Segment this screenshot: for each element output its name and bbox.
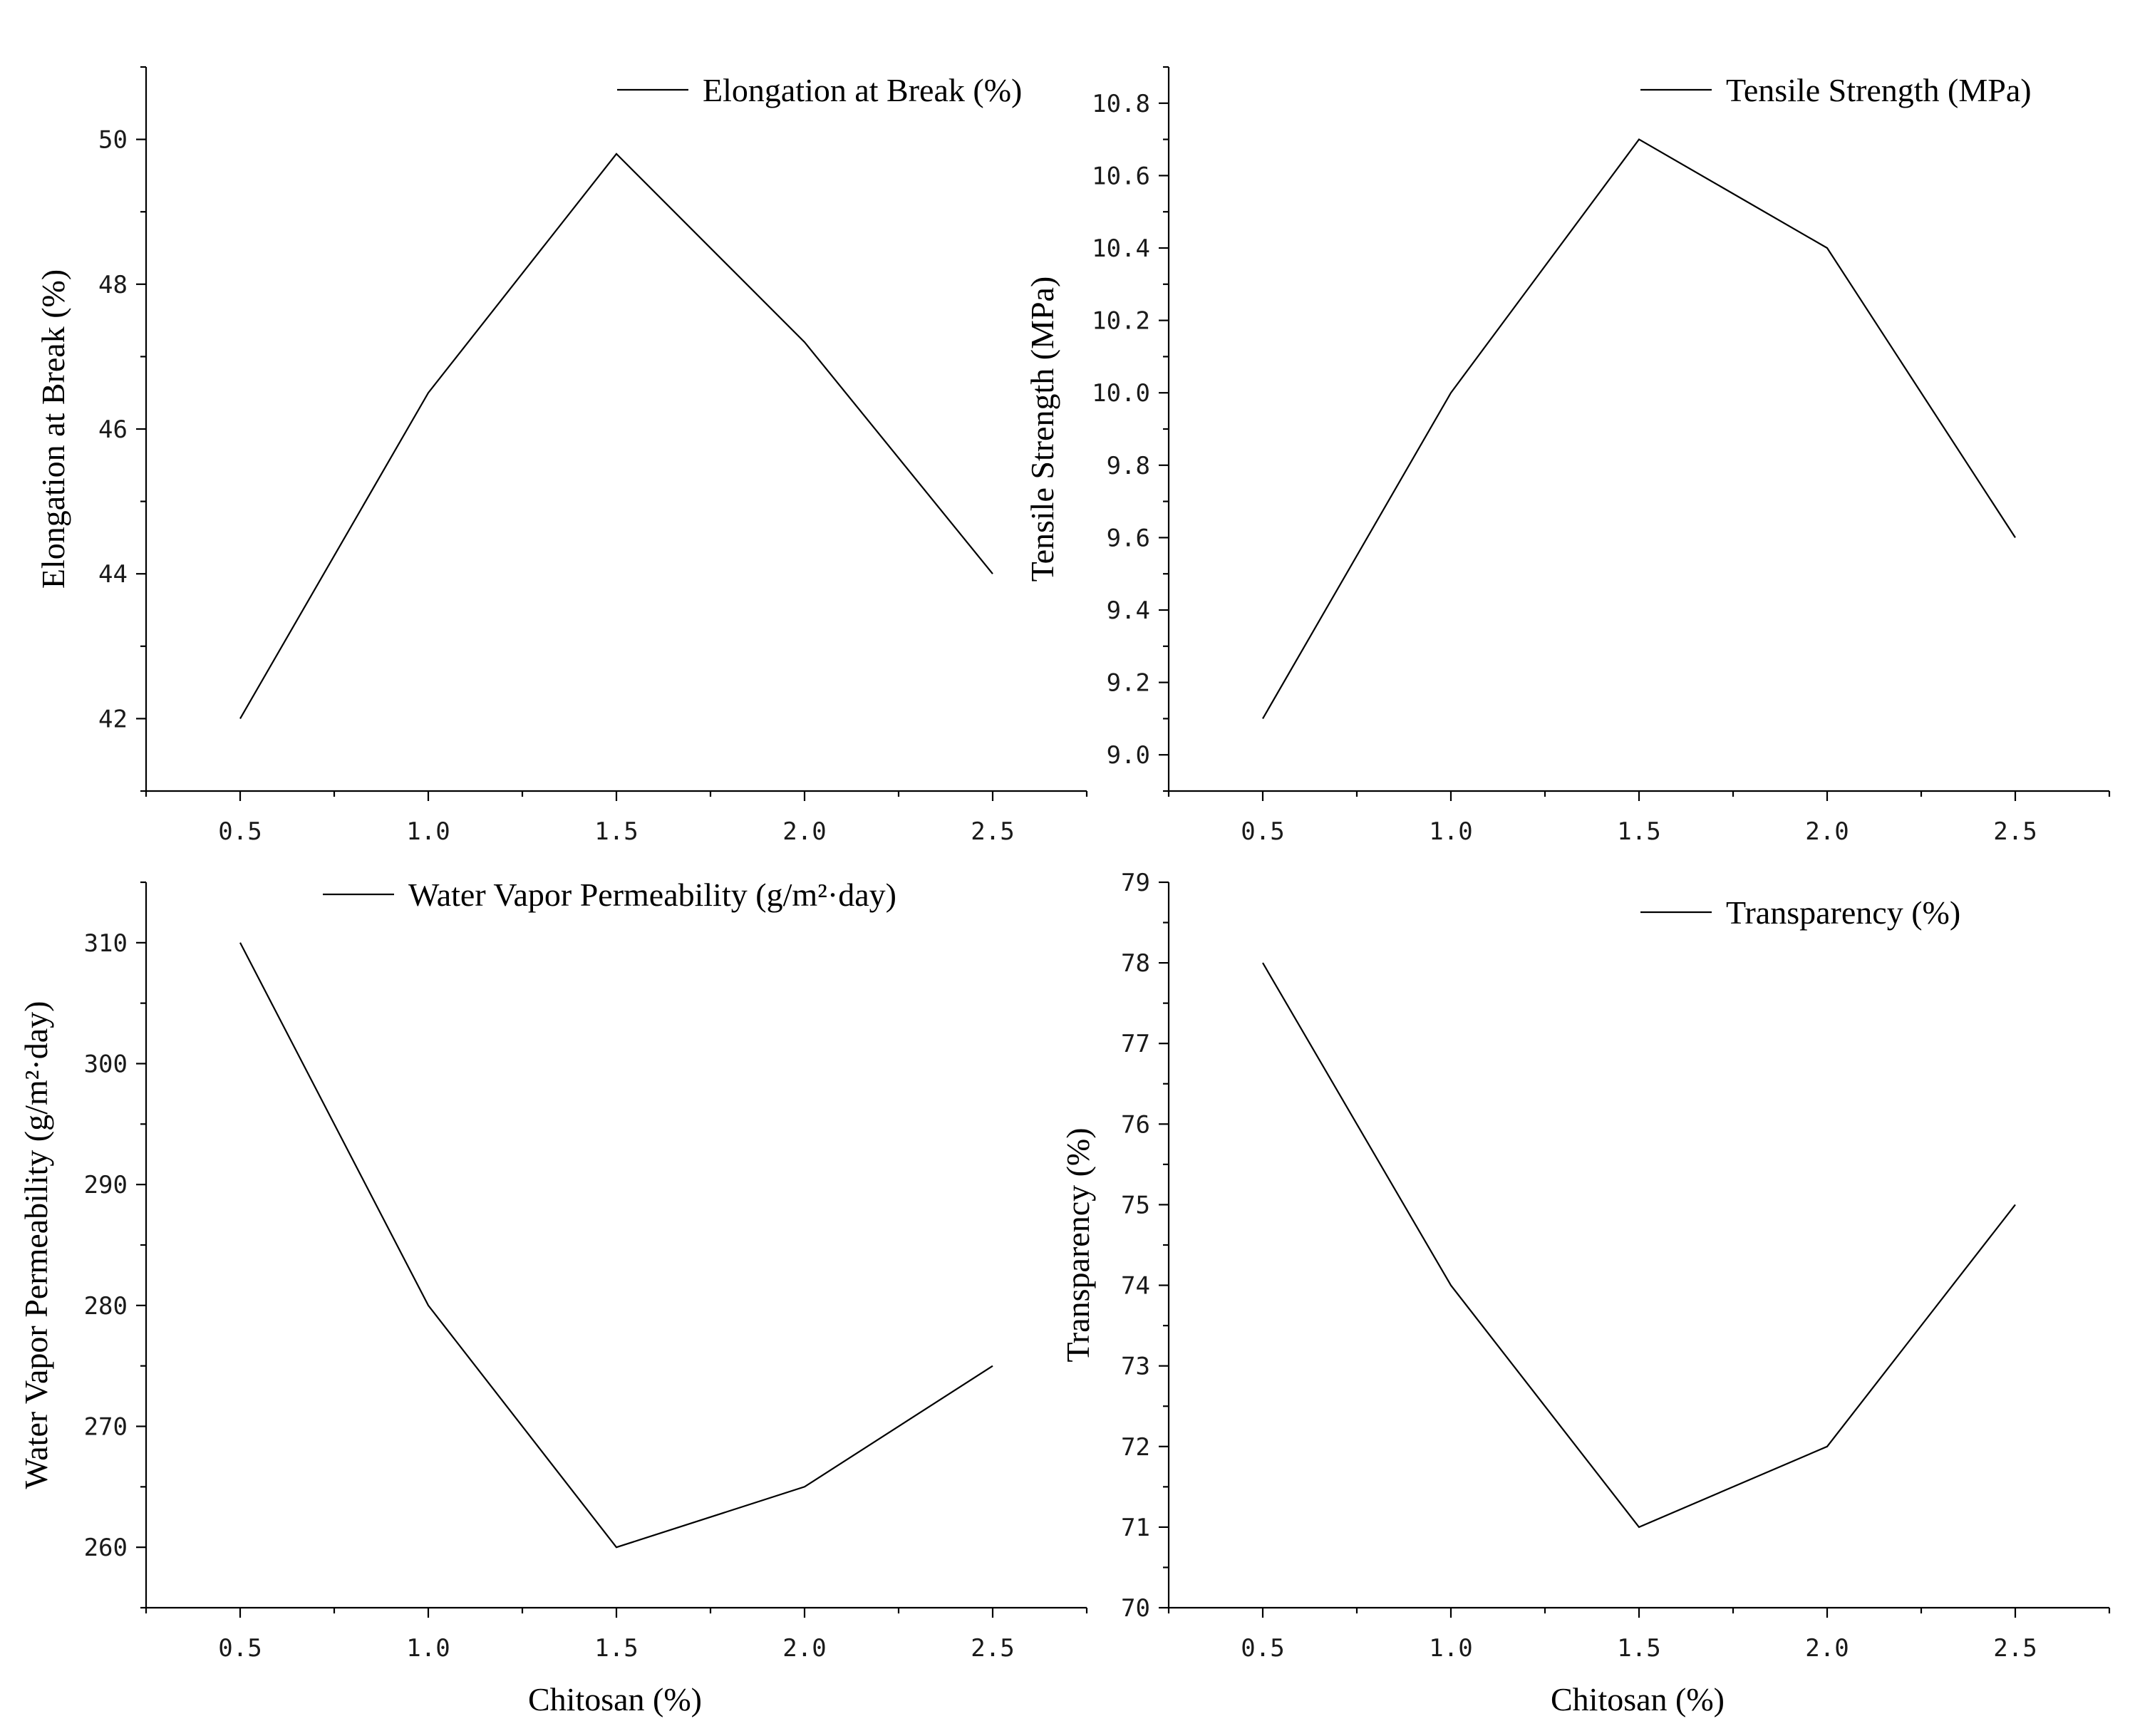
legend: Tensile Strength (MPa) bbox=[1640, 72, 2032, 108]
x-tick-label: 2.0 bbox=[782, 817, 826, 846]
x-tick-label: 2.5 bbox=[1993, 817, 2037, 846]
series-line bbox=[1262, 138, 2016, 719]
y-tick-label: 310 bbox=[84, 929, 128, 958]
y-tick-label: 10.8 bbox=[1092, 90, 1150, 118]
y-tick-label: 9.4 bbox=[1107, 596, 1150, 625]
x-tick-label: 1.0 bbox=[406, 1634, 450, 1663]
y-tick-label: 70 bbox=[1121, 1594, 1150, 1623]
y-tick-label: 79 bbox=[1121, 869, 1150, 897]
y-tick-label: 72 bbox=[1121, 1433, 1150, 1462]
y-tick-label: 77 bbox=[1121, 1030, 1150, 1058]
x-tick-label: 0.5 bbox=[218, 817, 262, 846]
x-tick-label: 2.0 bbox=[1805, 817, 1849, 846]
x-tick-label: 0.5 bbox=[218, 1634, 262, 1663]
y-tick-label: 42 bbox=[98, 705, 128, 733]
y-tick-label: 260 bbox=[84, 1534, 128, 1562]
y-tick-label: 9.2 bbox=[1107, 669, 1150, 698]
x-axis-title: Chitosan (%) bbox=[1551, 1681, 1725, 1717]
chart-panel-tensile-strength: 9.0 9.2 9.4 9.6 9.8 10.0 10.2 10.4 10.6 10.8 0.5 1.… bbox=[1024, 66, 2111, 846]
y-tick-label: 290 bbox=[84, 1171, 128, 1199]
y-tick-label: 300 bbox=[84, 1050, 128, 1079]
x-tick-label: 1.0 bbox=[406, 817, 450, 846]
x-tick-label: 2.0 bbox=[1805, 1634, 1849, 1663]
y-axis-title: Tensile Strength (MPa) bbox=[1024, 277, 1060, 582]
y-axis-title: Elongation at Break (%) bbox=[35, 269, 71, 589]
x-tick-label: 2.5 bbox=[971, 1634, 1014, 1663]
x-tick-label: 2.5 bbox=[1993, 1634, 2037, 1663]
x-tick-label: 2.0 bbox=[782, 1634, 826, 1663]
legend-label: Tensile Strength (MPa) bbox=[1726, 72, 2032, 108]
x-tick-label: 1.0 bbox=[1429, 817, 1472, 846]
y-tick-label: 74 bbox=[1121, 1272, 1150, 1301]
y-tick-label: 48 bbox=[98, 271, 128, 299]
series-line bbox=[1262, 962, 2016, 1529]
y-tick-label: 71 bbox=[1121, 1514, 1150, 1542]
x-tick-label: 2.5 bbox=[971, 817, 1014, 846]
y-tick-label: 44 bbox=[98, 560, 128, 589]
chart-panel-elongation: 42 44 46 48 50 0.5 1.0 1.5 2.0 2.5 Elongation at B… bbox=[35, 66, 1088, 846]
y-tick-label: 50 bbox=[98, 126, 128, 155]
legend: Transparency (%) bbox=[1640, 894, 1960, 931]
chart-panel-transparency: 70 71 72 73 74 75 76 77 78 79 0.5 1.0 1.5 2.0 2.5 Trans… bbox=[1060, 869, 2111, 1717]
y-tick-label: 78 bbox=[1121, 949, 1150, 978]
y-tick-label: 75 bbox=[1121, 1191, 1150, 1219]
y-tick-label: 10.2 bbox=[1092, 307, 1150, 336]
legend: Water Vapor Permeability (g/m²·day) bbox=[323, 877, 896, 913]
legend: Elongation at Break (%) bbox=[617, 72, 1022, 108]
series-line bbox=[239, 942, 993, 1549]
y-tick-label: 46 bbox=[98, 415, 128, 444]
y-tick-label: 10.6 bbox=[1092, 162, 1150, 190]
y-tick-label: 270 bbox=[84, 1413, 128, 1442]
y-tick-label: 10.0 bbox=[1092, 379, 1150, 408]
x-tick-label: 1.5 bbox=[594, 817, 638, 846]
y-tick-label: 10.4 bbox=[1092, 234, 1150, 263]
y-tick-label: 9.0 bbox=[1107, 741, 1150, 770]
legend-label: Water Vapor Permeability (g/m²·day) bbox=[408, 877, 896, 913]
legend-label: Transparency (%) bbox=[1726, 894, 1960, 931]
x-axis-title: Chitosan (%) bbox=[528, 1681, 702, 1717]
chart-panel-water-vapor-permeability: 260 270 280 290 300 310 0.5 1.0 1.5 2.0 2.5 Water V… bbox=[18, 877, 1088, 1717]
series-line bbox=[239, 153, 993, 719]
x-tick-label: 0.5 bbox=[1241, 817, 1284, 846]
y-tick-label: 73 bbox=[1121, 1353, 1150, 1381]
legend-label: Elongation at Break (%) bbox=[703, 72, 1022, 108]
x-tick-label: 0.5 bbox=[1241, 1634, 1284, 1663]
y-axis-title: Transparency (%) bbox=[1060, 1127, 1096, 1362]
y-axis-title: Water Vapor Permeability (g/m²·day) bbox=[18, 1001, 54, 1489]
y-tick-label: 9.8 bbox=[1107, 452, 1150, 480]
x-tick-label: 1.5 bbox=[1617, 1634, 1660, 1663]
x-tick-label: 1.0 bbox=[1429, 1634, 1472, 1663]
y-tick-label: 280 bbox=[84, 1292, 128, 1321]
y-tick-label: 9.6 bbox=[1107, 524, 1150, 552]
y-tick-label: 76 bbox=[1121, 1110, 1150, 1139]
x-tick-label: 1.5 bbox=[594, 1634, 638, 1663]
x-tick-label: 1.5 bbox=[1617, 817, 1660, 846]
